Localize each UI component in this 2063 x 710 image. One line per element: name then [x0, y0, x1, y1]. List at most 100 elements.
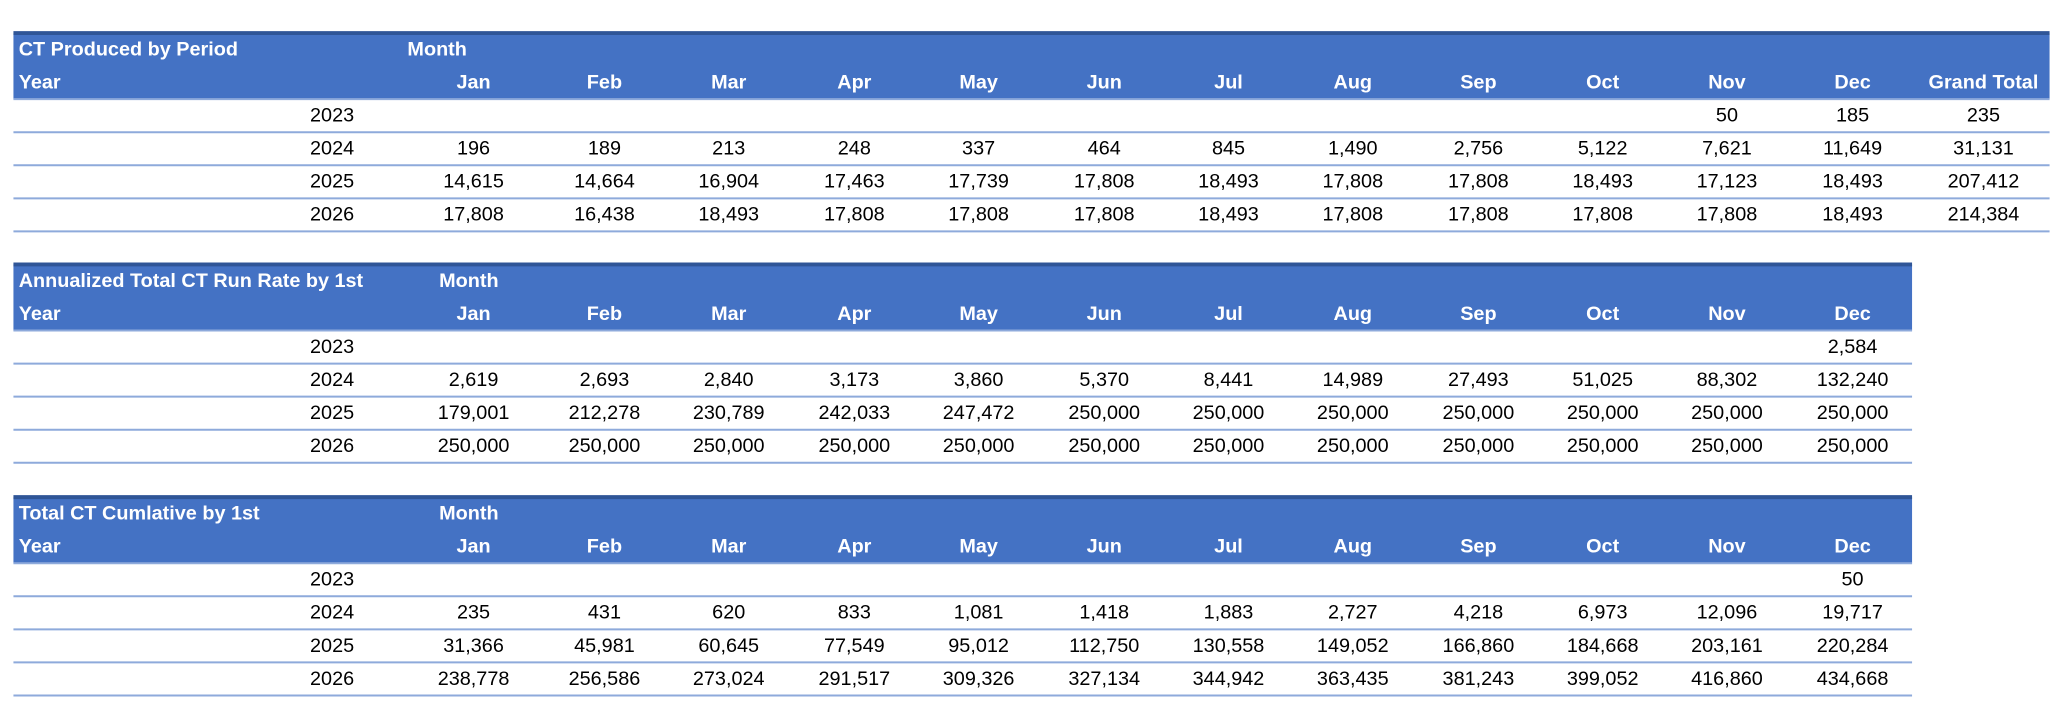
- column-label: Oct: [1586, 303, 1619, 325]
- column-label: Jan: [456, 303, 490, 325]
- column-label: Sep: [1460, 72, 1496, 94]
- column-label: Dec: [1834, 72, 1870, 94]
- cell-value: 149,052: [1317, 635, 1389, 657]
- cell-value: 250,000: [943, 435, 1015, 457]
- cell-value: 250,000: [1567, 435, 1639, 457]
- cell-value: 17,808: [824, 204, 885, 226]
- cell-value: 112,750: [1069, 635, 1139, 657]
- cell-value: 344,942: [1193, 668, 1265, 690]
- cell-value: 250,000: [1817, 402, 1889, 424]
- cell-value: 16,438: [574, 204, 635, 226]
- column-label: Feb: [587, 303, 622, 325]
- cell-value: 45,981: [574, 635, 635, 657]
- column-label: Mar: [711, 303, 747, 325]
- header-band: [13, 33, 2050, 100]
- cell-value: 17,808: [1448, 171, 1509, 193]
- cell-value: 2,727: [1328, 602, 1378, 624]
- cell-value: 1,883: [1204, 602, 1254, 624]
- column-label: Dec: [1834, 303, 1870, 325]
- column-label: Jun: [1087, 536, 1122, 558]
- cell-value: 464: [1088, 138, 1121, 160]
- year-label: 2025: [310, 402, 354, 424]
- cell-value: 18,493: [1822, 171, 1883, 193]
- cell-value: 845: [1212, 138, 1245, 160]
- cell-value: 250,000: [1691, 402, 1763, 424]
- cell-value: 17,463: [824, 171, 885, 193]
- cell-value: 250,000: [1068, 402, 1140, 424]
- cell-value: 416,860: [1691, 668, 1763, 690]
- year-label: 2024: [310, 138, 354, 160]
- cell-value: 31,131: [1953, 138, 2014, 160]
- cell-value: 250,000: [1193, 402, 1265, 424]
- cell-value: 17,808: [1697, 204, 1758, 226]
- cell-value: 250,000: [1567, 402, 1639, 424]
- column-header: Month: [439, 270, 498, 292]
- cell-value: 17,808: [1322, 204, 1383, 226]
- cell-value: 18,493: [1198, 204, 1259, 226]
- cell-value: 2,619: [449, 369, 499, 391]
- column-label: Jan: [456, 536, 490, 558]
- cell-value: 185: [1836, 105, 1869, 127]
- row-header: Year: [19, 72, 61, 94]
- cell-value: 220,284: [1817, 635, 1889, 657]
- column-label: Sep: [1460, 536, 1496, 558]
- cell-value: 250,000: [1817, 435, 1889, 457]
- cell-value: 250,000: [438, 435, 510, 457]
- cell-value: 27,493: [1448, 369, 1509, 391]
- cell-value: 1,418: [1079, 602, 1129, 624]
- cell-value: 620: [712, 602, 745, 624]
- year-label: 2025: [310, 635, 354, 657]
- cell-value: 179,001: [438, 402, 510, 424]
- cell-value: 2,756: [1454, 138, 1504, 160]
- year-label: 2025: [310, 171, 354, 193]
- cell-value: 235: [1967, 105, 2000, 127]
- cell-value: 1,081: [954, 602, 1004, 624]
- cell-value: 250,000: [1443, 435, 1515, 457]
- cell-value: 17,808: [443, 204, 504, 226]
- cell-value: 14,989: [1322, 369, 1383, 391]
- column-label: May: [959, 303, 998, 325]
- column-label: Jun: [1087, 303, 1122, 325]
- column-header: Month: [407, 38, 466, 60]
- cell-value: 18,493: [1822, 204, 1883, 226]
- cell-value: 77,549: [824, 635, 885, 657]
- column-label: Mar: [711, 536, 747, 558]
- cell-value: 363,435: [1317, 668, 1389, 690]
- cell-value: 3,173: [830, 369, 880, 391]
- column-label: Jan: [456, 72, 490, 94]
- column-label: Feb: [587, 536, 622, 558]
- cell-value: 213: [712, 138, 745, 160]
- column-label: Oct: [1586, 72, 1619, 94]
- column-label: Oct: [1586, 536, 1619, 558]
- cell-value: 434,668: [1817, 668, 1889, 690]
- cell-value: 207,412: [1948, 171, 2020, 193]
- cell-value: 327,134: [1068, 668, 1140, 690]
- cell-value: 12,096: [1697, 602, 1758, 624]
- cell-value: 2,840: [704, 369, 754, 391]
- cell-value: 50: [1842, 569, 1864, 591]
- cell-value: 381,243: [1443, 668, 1515, 690]
- column-label: Feb: [587, 72, 622, 94]
- cell-value: 250,000: [818, 435, 890, 457]
- table-title: Annualized Total CT Run Rate by 1st: [19, 270, 364, 292]
- cell-value: 17,808: [1074, 204, 1135, 226]
- column-label: Nov: [1708, 72, 1745, 94]
- column-label: Grand Total: [1929, 72, 2039, 94]
- cell-value: 18,493: [1198, 171, 1259, 193]
- cell-value: 17,808: [1572, 204, 1633, 226]
- cell-value: 250,000: [1443, 402, 1515, 424]
- year-label: 2026: [310, 668, 354, 690]
- cell-value: 291,517: [818, 668, 890, 690]
- column-label: Aug: [1334, 303, 1373, 325]
- cell-value: 5,122: [1578, 138, 1628, 160]
- column-label: Mar: [711, 72, 747, 94]
- cell-value: 184,668: [1567, 635, 1639, 657]
- cell-value: 60,645: [698, 635, 759, 657]
- row-header: Year: [19, 536, 61, 558]
- column-label: Jul: [1214, 72, 1243, 94]
- cell-value: 17,808: [1322, 171, 1383, 193]
- cell-value: 399,052: [1567, 668, 1639, 690]
- cell-value: 250,000: [693, 435, 765, 457]
- column-label: Sep: [1460, 303, 1496, 325]
